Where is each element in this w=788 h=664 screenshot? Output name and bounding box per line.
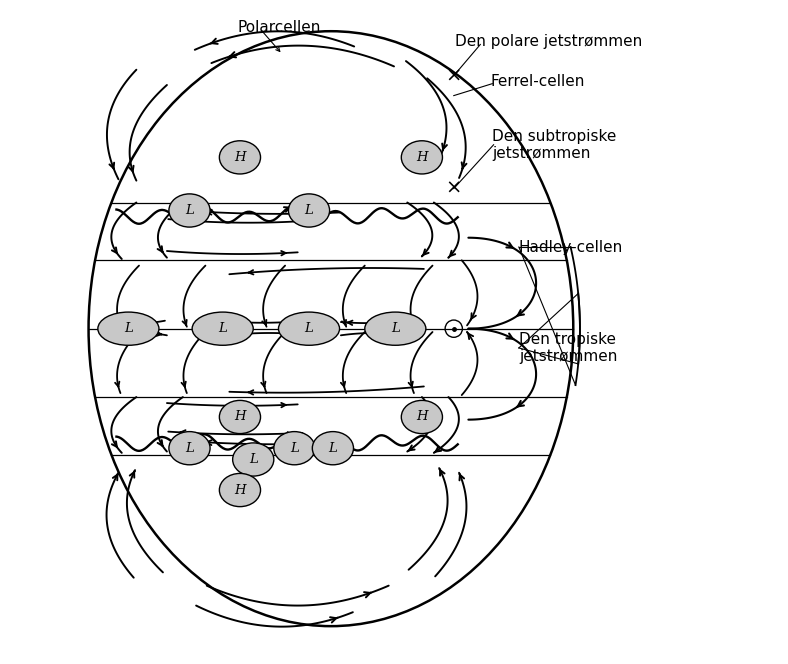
Ellipse shape: [169, 432, 210, 465]
Ellipse shape: [312, 432, 354, 465]
Text: H: H: [234, 483, 246, 497]
Text: Den subtropiske
jetstrømmen: Den subtropiske jetstrømmen: [492, 129, 617, 161]
Text: L: L: [290, 442, 299, 455]
Ellipse shape: [192, 312, 253, 345]
Ellipse shape: [169, 194, 210, 227]
Ellipse shape: [401, 400, 443, 434]
Ellipse shape: [98, 312, 159, 345]
Ellipse shape: [273, 432, 315, 465]
Text: L: L: [329, 442, 337, 455]
Text: Ferrel-cellen: Ferrel-cellen: [490, 74, 585, 89]
Text: Polarcellen: Polarcellen: [238, 21, 322, 35]
Ellipse shape: [288, 194, 329, 227]
Text: L: L: [305, 322, 314, 335]
Text: H: H: [234, 151, 246, 164]
Text: L: L: [124, 322, 132, 335]
Text: L: L: [218, 322, 227, 335]
Ellipse shape: [401, 141, 443, 174]
Text: L: L: [185, 204, 194, 217]
Text: Den polare jetstrømmen: Den polare jetstrømmen: [455, 35, 642, 49]
Ellipse shape: [365, 312, 426, 345]
Ellipse shape: [278, 312, 340, 345]
Text: ×: ×: [445, 179, 462, 198]
Text: ×: ×: [445, 66, 462, 85]
Text: L: L: [185, 442, 194, 455]
Text: Den tropiske
jetstrømmen: Den tropiske jetstrømmen: [519, 332, 617, 364]
Ellipse shape: [219, 141, 261, 174]
Text: Hadley-cellen: Hadley-cellen: [519, 240, 623, 254]
Ellipse shape: [219, 400, 261, 434]
Text: L: L: [249, 453, 258, 466]
Text: L: L: [305, 204, 314, 217]
Ellipse shape: [219, 473, 261, 507]
Text: H: H: [234, 410, 246, 424]
Text: L: L: [391, 322, 400, 335]
Ellipse shape: [232, 443, 273, 476]
Text: H: H: [416, 151, 428, 164]
Text: H: H: [416, 410, 428, 424]
